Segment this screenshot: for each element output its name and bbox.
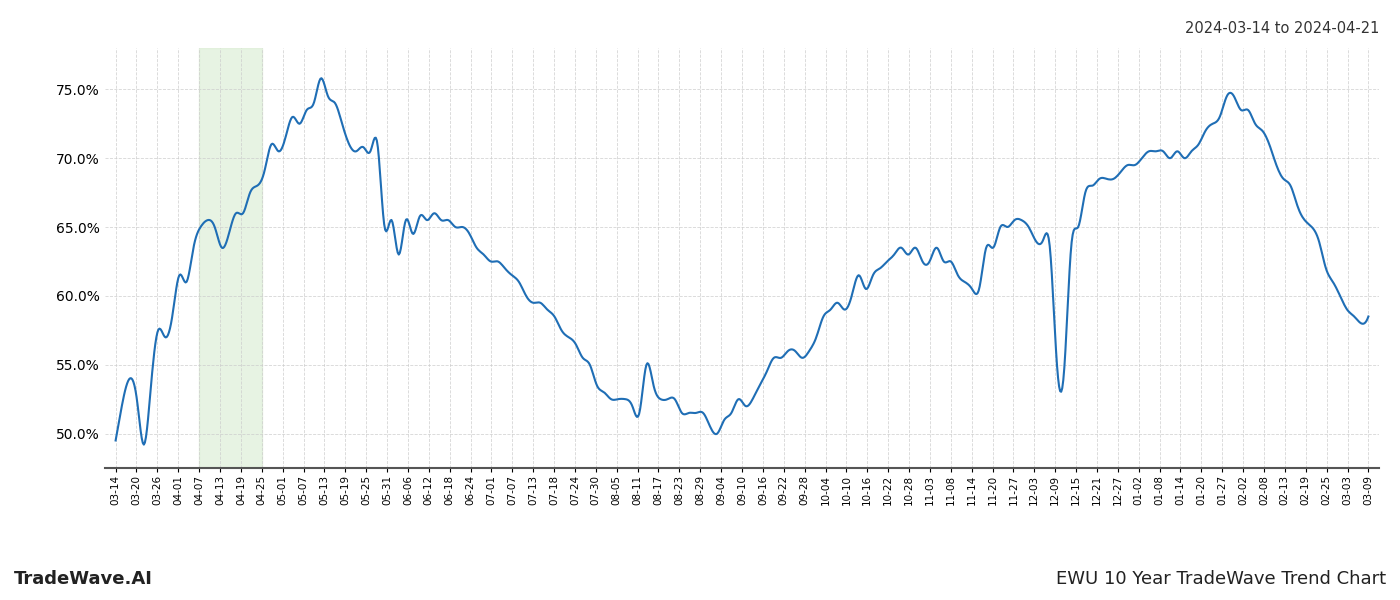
Text: 2024-03-14 to 2024-04-21: 2024-03-14 to 2024-04-21 — [1184, 21, 1379, 36]
Text: EWU 10 Year TradeWave Trend Chart: EWU 10 Year TradeWave Trend Chart — [1056, 570, 1386, 588]
Text: TradeWave.AI: TradeWave.AI — [14, 570, 153, 588]
Bar — [199, 48, 262, 468]
